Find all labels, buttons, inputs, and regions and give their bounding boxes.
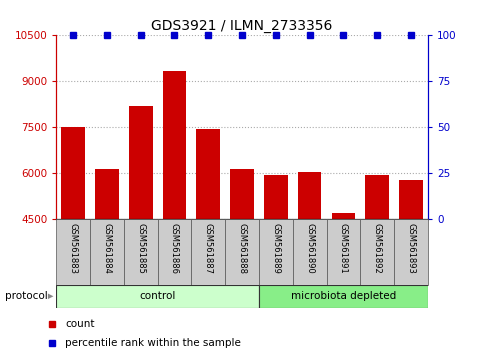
Text: count: count (65, 319, 94, 329)
Title: GDS3921 / ILMN_2733356: GDS3921 / ILMN_2733356 (151, 19, 332, 33)
Bar (129, 106, 152, 219)
Bar (331, 213, 354, 219)
Text: GSM561893: GSM561893 (406, 223, 415, 274)
Bar (264, 175, 287, 219)
Bar (292, 219, 326, 285)
Bar (224, 219, 259, 285)
Bar (259, 219, 292, 285)
Bar (90, 219, 123, 285)
Text: microbiota depleted: microbiota depleted (290, 291, 395, 302)
Text: control: control (139, 291, 175, 302)
Text: GSM561891: GSM561891 (338, 223, 347, 274)
Text: GSM561890: GSM561890 (305, 223, 313, 274)
Bar (123, 219, 157, 285)
Bar (191, 219, 224, 285)
Text: GSM561884: GSM561884 (102, 223, 111, 274)
Bar (393, 219, 427, 285)
Bar (365, 175, 388, 219)
Text: percentile rank within the sample: percentile rank within the sample (65, 338, 240, 348)
Bar (157, 219, 191, 285)
Text: GSM561885: GSM561885 (136, 223, 145, 274)
Text: GSM561883: GSM561883 (68, 223, 78, 274)
Text: GSM561889: GSM561889 (271, 223, 280, 274)
Bar (61, 127, 85, 219)
Bar (230, 169, 253, 219)
Bar (360, 219, 393, 285)
Text: protocol: protocol (5, 291, 47, 301)
Text: GSM561892: GSM561892 (372, 223, 381, 274)
Bar (56, 219, 90, 285)
Text: GSM561887: GSM561887 (203, 223, 212, 274)
Bar (95, 169, 119, 219)
Bar (163, 71, 186, 219)
Text: GSM561888: GSM561888 (237, 223, 246, 274)
Bar (259, 285, 427, 308)
Bar (56, 285, 259, 308)
Bar (398, 179, 422, 219)
Bar (326, 219, 360, 285)
Text: GSM561886: GSM561886 (170, 223, 179, 274)
Bar (297, 172, 321, 219)
Bar (196, 129, 220, 219)
